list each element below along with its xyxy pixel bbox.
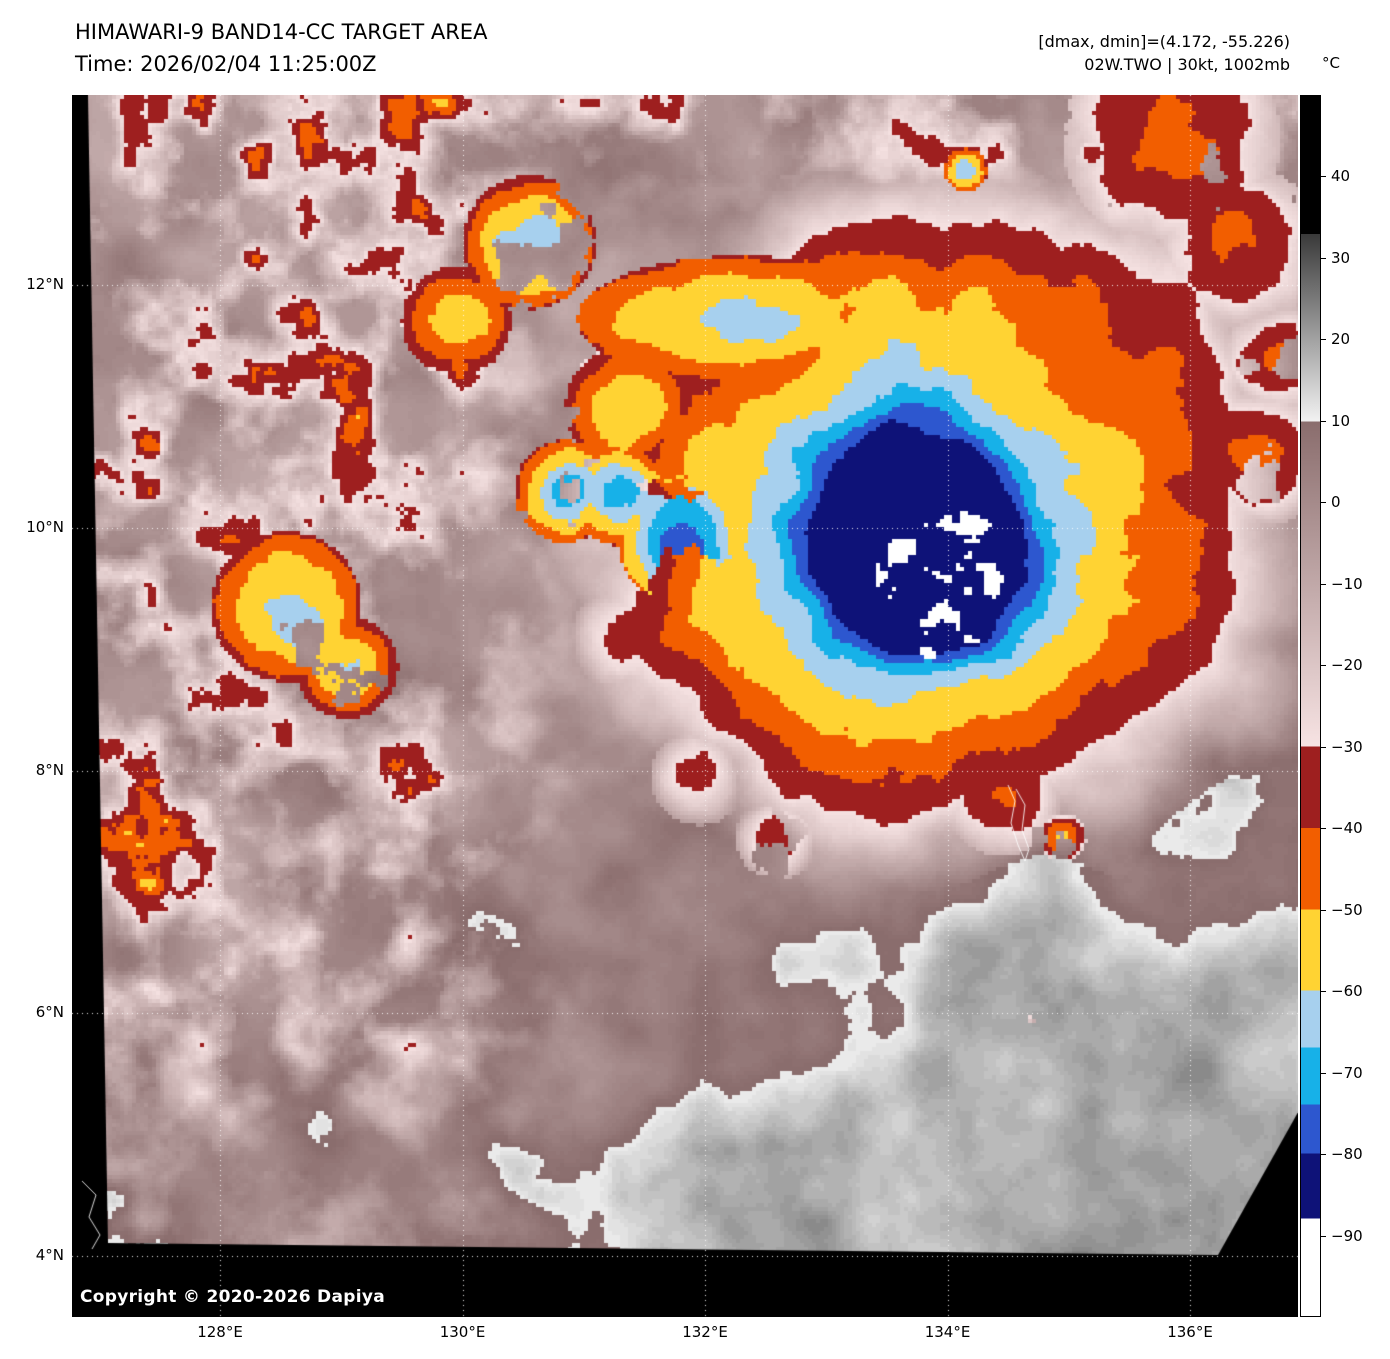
lat-tick-label: 12°N xyxy=(26,275,64,293)
lon-tick-label: 134°E xyxy=(924,1323,971,1341)
colorbar-tick-mark xyxy=(1321,828,1326,830)
lon-tick-label: 132°E xyxy=(682,1323,728,1341)
colorbar-tick-label: 40 xyxy=(1331,167,1351,186)
satellite-ir-image xyxy=(72,95,1298,1317)
colorbar-tick-mark xyxy=(1321,1072,1326,1074)
colorbar-tick-label: −60 xyxy=(1331,982,1363,1001)
dmax-dmin-readout: [dmax, dmin]=(4.172, -55.226) xyxy=(1038,32,1290,51)
colorbar-tick-mark xyxy=(1321,909,1326,911)
colorbar-tick-label: −80 xyxy=(1331,1145,1363,1164)
colorbar-tick-label: 0 xyxy=(1331,493,1341,512)
lon-tick-label: 128°E xyxy=(197,1323,243,1341)
colorbar-tick-label: −50 xyxy=(1331,900,1363,919)
plot-title: HIMAWARI-9 BAND14-CC TARGET AREA xyxy=(75,20,488,44)
satellite-map-area: Copyright © 2020-2026 Dapiya xyxy=(72,95,1298,1317)
lat-tick-label: 10°N xyxy=(26,517,64,536)
lon-tick-label: 130°E xyxy=(439,1323,486,1341)
colorbar xyxy=(1300,95,1321,1317)
plot-timestamp: Time: 2026/02/04 11:25:00Z xyxy=(75,52,377,76)
colorbar-tick-label: −40 xyxy=(1331,819,1363,838)
colorbar-tick-mark xyxy=(1321,257,1326,259)
colorbar-tick-label: −90 xyxy=(1331,1226,1363,1245)
lon-tick-label: 136°E xyxy=(1167,1323,1213,1341)
colorbar-tick-mark xyxy=(1321,1154,1326,1156)
colorbar-tick-mark xyxy=(1321,1235,1326,1237)
colorbar-tick-mark xyxy=(1321,339,1326,341)
lat-tick-label: 6°N xyxy=(35,1003,64,1022)
lat-tick-label: 8°N xyxy=(35,760,64,779)
colorbar-tick-label: −10 xyxy=(1331,574,1363,593)
storm-info-readout: 02W.TWO | 30kt, 1002mb xyxy=(1084,55,1290,74)
colorbar-tick-mark xyxy=(1321,583,1326,585)
colorbar-tick-label: −70 xyxy=(1331,1063,1363,1082)
colorbar-tick-label: 30 xyxy=(1331,248,1351,267)
colorbar-tick-label: −30 xyxy=(1331,737,1363,756)
colorbar-tick-mark xyxy=(1321,991,1326,993)
colorbar-tick-mark xyxy=(1321,746,1326,748)
colorbar-tick-mark xyxy=(1321,176,1326,178)
copyright-watermark: Copyright © 2020-2026 Dapiya xyxy=(80,1287,385,1307)
colorbar-unit-label: °C xyxy=(1322,54,1340,72)
colorbar-tick-mark xyxy=(1321,502,1326,504)
colorbar-tick-label: 20 xyxy=(1331,330,1351,349)
colorbar-tick-mark xyxy=(1321,420,1326,422)
colorbar-tick-mark xyxy=(1321,665,1326,667)
header-readouts: [dmax, dmin]=(4.172, -55.226) 02W.TWO | … xyxy=(1038,30,1290,76)
colorbar-tick-label: 10 xyxy=(1331,411,1351,430)
lat-tick-label: 4°N xyxy=(35,1246,64,1265)
colorbar-tick-label: −20 xyxy=(1331,656,1363,675)
